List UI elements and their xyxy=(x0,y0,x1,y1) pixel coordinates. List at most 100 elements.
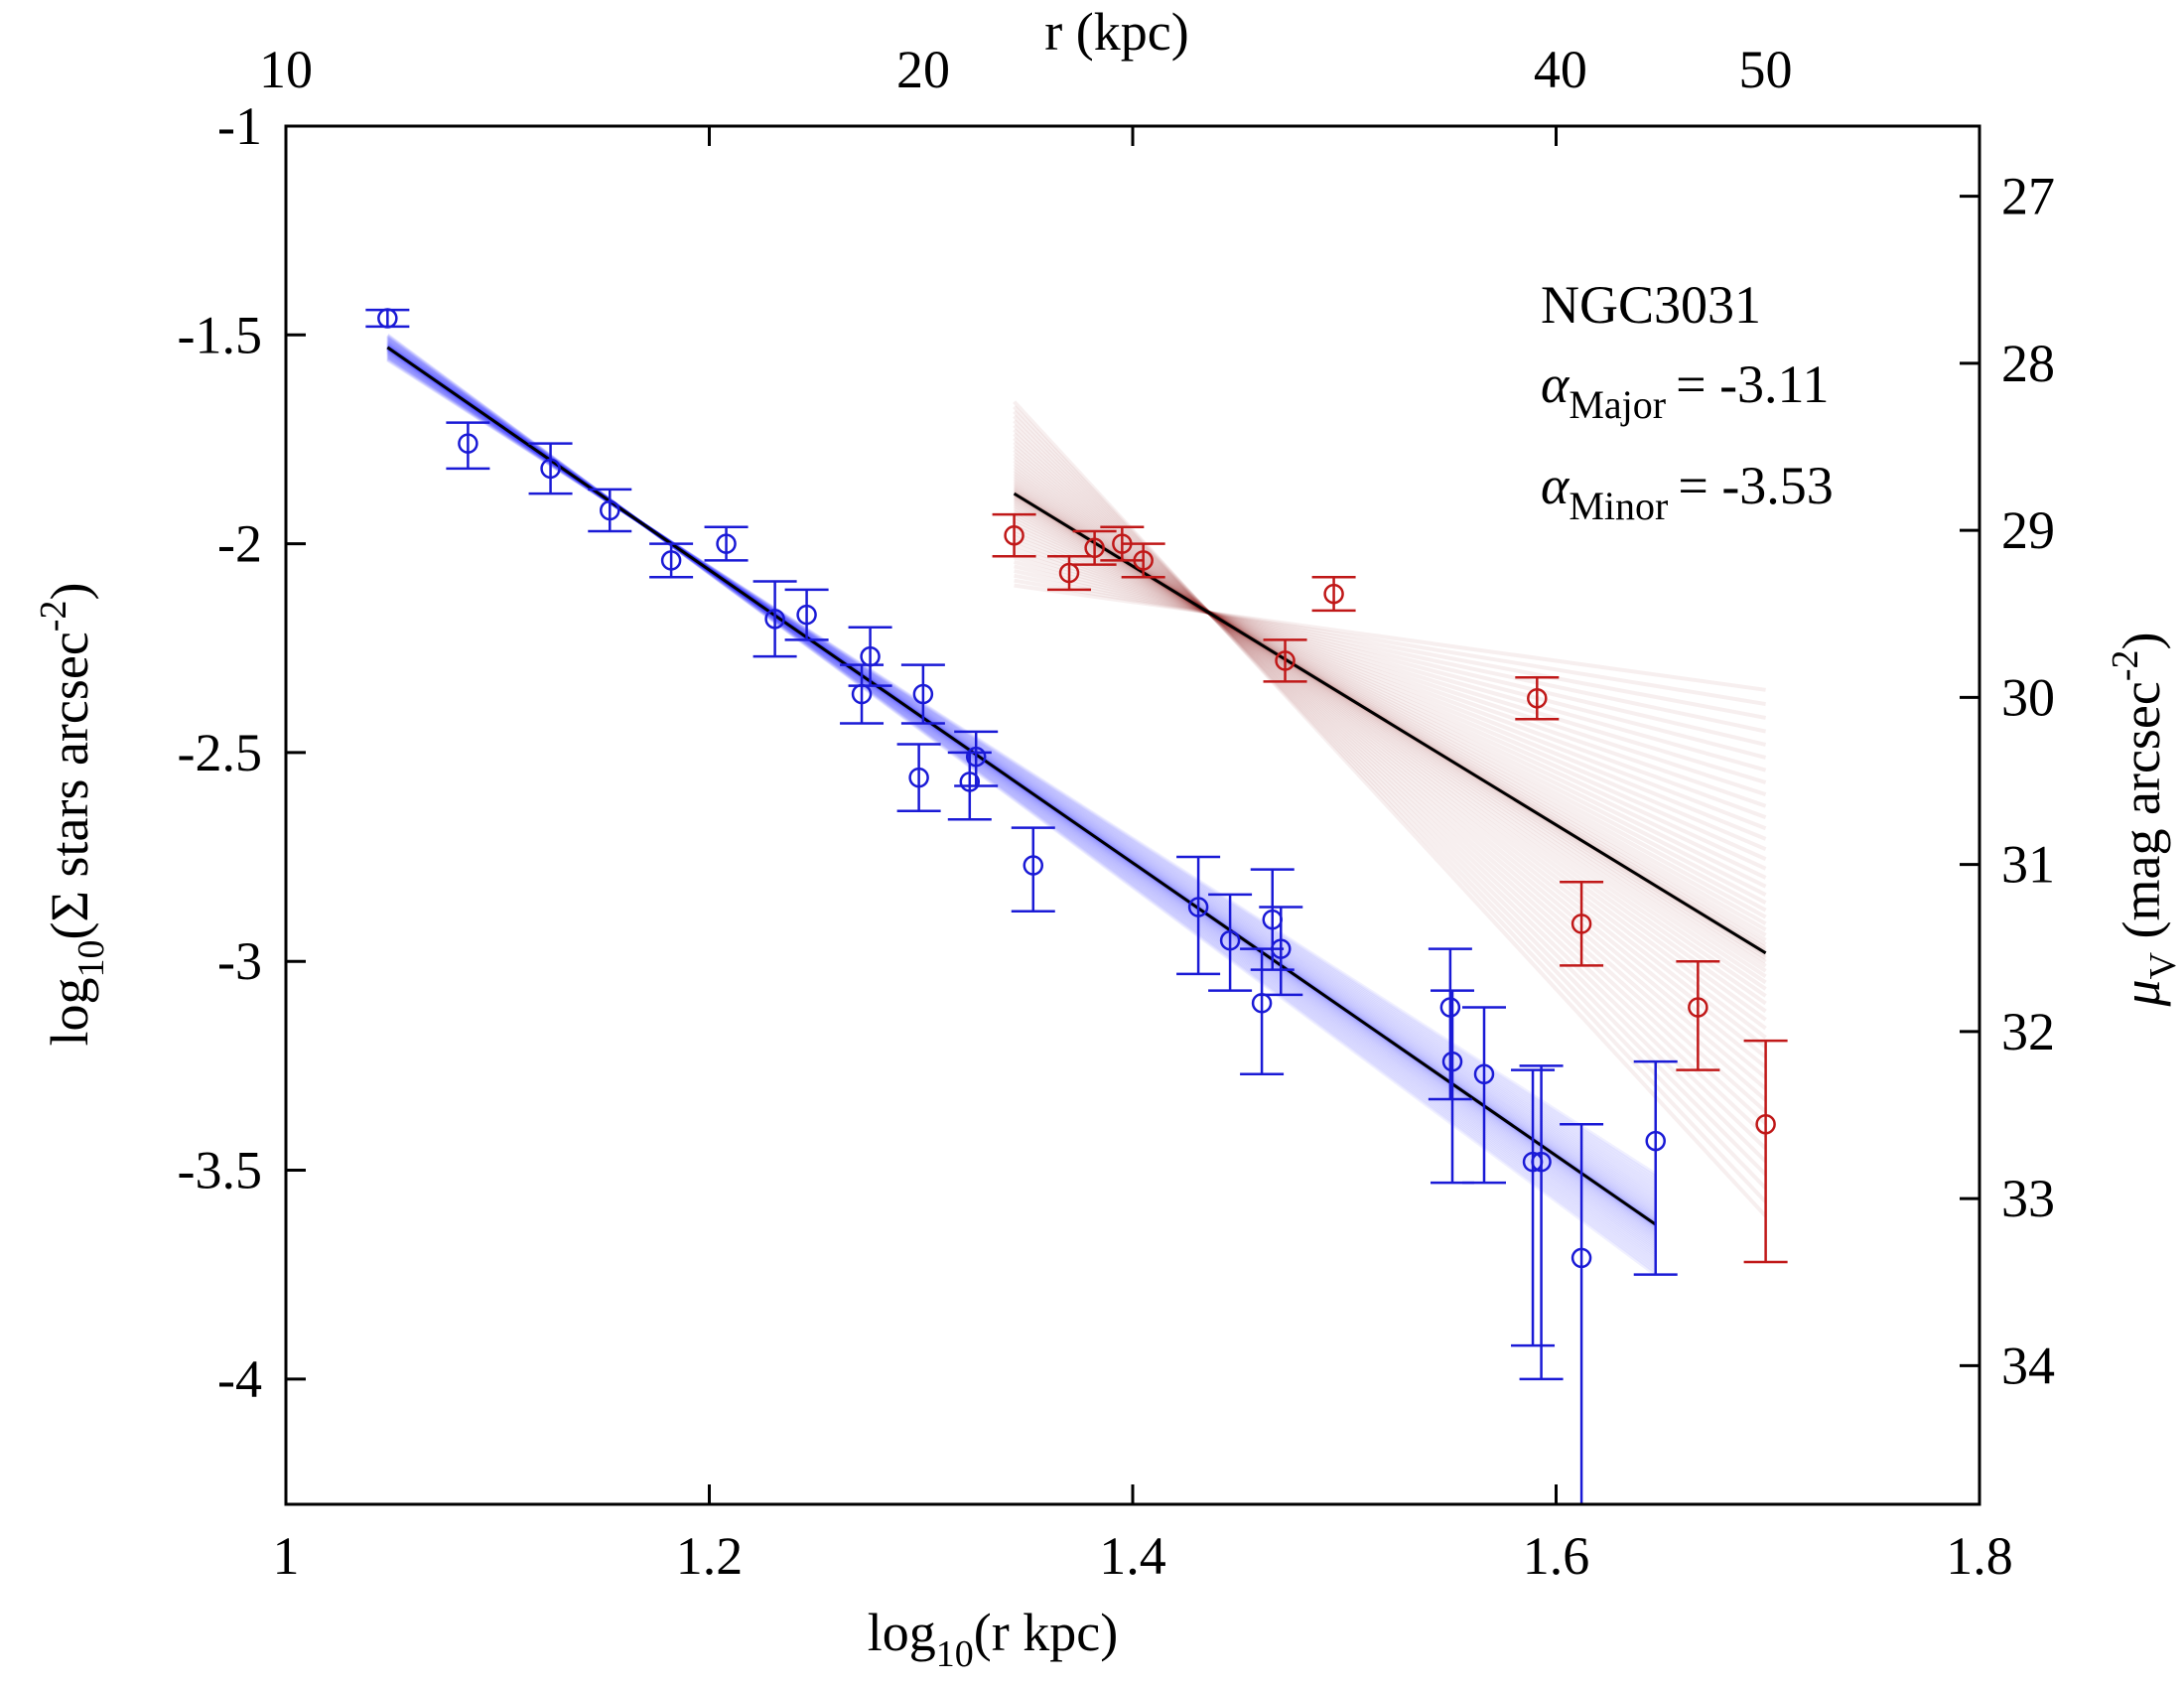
fit-sample-line-major xyxy=(386,357,1657,1177)
y-tick-label: -1 xyxy=(217,96,262,156)
fit-sample-line-minor xyxy=(1013,538,1767,820)
data-point-major xyxy=(1570,1247,1592,1269)
tick-layer: 1 1.2 1.4 1.6 1.8 -1 -1.5 -2 -2.5 -3 -3.5 -4 10 20 40 5… xyxy=(178,40,2055,1586)
data-point-major xyxy=(1271,938,1292,959)
data-point-minor xyxy=(1058,562,1080,584)
y-tick-label: -4 xyxy=(217,1349,262,1409)
fit-sample-line-minor xyxy=(1014,569,1767,734)
data-point-minor xyxy=(1755,1113,1776,1135)
fit-sample-line-minor xyxy=(1013,482,1767,985)
x-tick-label: 1.4 xyxy=(1099,1526,1166,1586)
y2-axis-label-main: μ xyxy=(2112,979,2171,1007)
alpha-minor-value: = -3.53 xyxy=(1678,456,1833,515)
fit-sample-line-minor xyxy=(1013,504,1767,919)
fit-sample-line-minor xyxy=(1013,456,1767,1058)
y2-tick-label: 31 xyxy=(2001,835,2055,895)
galaxy-name: NGC3031 xyxy=(1541,275,1761,335)
fit-sample-line-minor xyxy=(1013,517,1767,880)
x2-tick-label: 10 xyxy=(259,40,313,99)
x-axis-label-main: log xyxy=(868,1603,936,1662)
fit-sample-line-minor xyxy=(1013,551,1767,784)
data-point-major xyxy=(908,767,929,788)
data-point-major xyxy=(377,308,398,329)
data-point-minor xyxy=(1323,583,1344,605)
y-axis-label-rest: (Σ stars arcsec xyxy=(40,632,99,939)
x2-tick-label: 20 xyxy=(896,40,950,99)
y-axis-label: log10(Σ stars arcsec-2) xyxy=(33,583,112,1047)
alpha-major-value: = -3.11 xyxy=(1676,354,1829,414)
x-tick-label: 1.8 xyxy=(1946,1526,2013,1586)
data-point-major xyxy=(458,433,478,454)
fit-layer xyxy=(386,333,1768,1277)
fit-sample-line-minor xyxy=(1013,542,1767,808)
best-fit-line-major xyxy=(386,346,1657,1226)
x-axis-label-rest: (r kpc) xyxy=(974,1603,1118,1662)
y2-tick-label: 33 xyxy=(2001,1169,2055,1228)
y2-tick-label: 32 xyxy=(2001,1002,2055,1061)
data-point-layer xyxy=(365,308,1788,1504)
x-tick-label: 1.6 xyxy=(1523,1526,1590,1586)
data-point-major xyxy=(1645,1130,1666,1152)
fit-sample-line-minor xyxy=(1014,583,1766,692)
fit-sample-line-minor xyxy=(1013,432,1767,1126)
alpha-major-annotation: αMajor = -3.11 xyxy=(1541,354,1830,427)
data-point-minor xyxy=(1527,687,1548,709)
fit-sample-line-minor xyxy=(1013,521,1767,871)
y2-axis-label-close: ) xyxy=(2112,632,2171,649)
fit-sample-line-minor xyxy=(1013,501,1767,925)
fit-sample-line-minor xyxy=(1013,547,1767,796)
data-point-major xyxy=(660,550,682,571)
y-axis-label-sub: 10 xyxy=(70,939,112,977)
y2-axis-label-rest: (mag arcsec xyxy=(2112,681,2171,952)
fit-sample-line-minor xyxy=(1013,400,1768,1218)
y2-axis-label-sup: -2 xyxy=(2105,649,2146,681)
alpha-minor-symbol: α xyxy=(1541,456,1570,515)
data-point-major xyxy=(1473,1063,1495,1085)
y-tick-label: -2.5 xyxy=(178,723,262,782)
fit-sample-line-major xyxy=(386,335,1657,1271)
x-tick-label: 1 xyxy=(273,1526,300,1586)
fit-sample-line-minor xyxy=(1013,531,1767,841)
fit-sample-line-major xyxy=(386,357,1657,1180)
fit-sample-line-minor xyxy=(1014,564,1767,747)
x2-tick-label: 50 xyxy=(1739,40,1793,99)
alpha-minor-annotation: αMinor = -3.53 xyxy=(1541,456,1834,528)
data-point-minor xyxy=(1004,524,1024,546)
data-point-major xyxy=(540,458,561,480)
fit-sample-line-major xyxy=(386,334,1657,1274)
fit-sample-line-minor xyxy=(1013,452,1767,1069)
alpha-major-sub: Major xyxy=(1569,382,1666,427)
fit-sample-line-major xyxy=(386,333,1657,1277)
fit-sample-line-minor xyxy=(1013,405,1768,1203)
data-point-major xyxy=(1531,1151,1552,1173)
fit-sample-line-minor xyxy=(1013,527,1767,852)
data-point-major xyxy=(912,683,934,705)
fit-sample-line-minor xyxy=(1014,555,1767,773)
fit-sample-line-minor xyxy=(1013,459,1767,1050)
data-point-major xyxy=(1441,1051,1463,1072)
y2-tick-label: 28 xyxy=(2001,334,2055,393)
data-point-minor xyxy=(1570,914,1592,934)
y2-tick-label: 27 xyxy=(2001,167,2055,226)
fit-sample-line-minor xyxy=(1013,410,1768,1191)
x2-axis-label: r (kpc) xyxy=(1044,2,1188,62)
y2-tick-label: 30 xyxy=(2001,667,2055,727)
fit-sample-line-major xyxy=(386,356,1657,1182)
fit-sample-line-minor xyxy=(1014,578,1766,707)
data-point-major xyxy=(1439,997,1461,1018)
fit-sample-line-minor xyxy=(1013,479,1767,991)
data-point-major xyxy=(716,533,737,554)
data-point-major xyxy=(796,604,817,626)
alpha-minor-sub: Minor xyxy=(1569,484,1668,528)
best-fit-line-minor xyxy=(1013,492,1767,955)
y-axis-label-sup: -2 xyxy=(33,601,74,633)
fit-sample-line-minor xyxy=(1014,573,1766,720)
fit-sample-line-minor xyxy=(1013,477,1767,998)
data-point-major xyxy=(600,499,620,521)
y-tick-label: -2 xyxy=(217,514,262,574)
data-point-major xyxy=(965,746,987,768)
y-tick-label: -3.5 xyxy=(178,1141,262,1200)
y2-tick-label: 29 xyxy=(2001,500,2055,560)
y-axis-label-close: ) xyxy=(40,583,99,601)
